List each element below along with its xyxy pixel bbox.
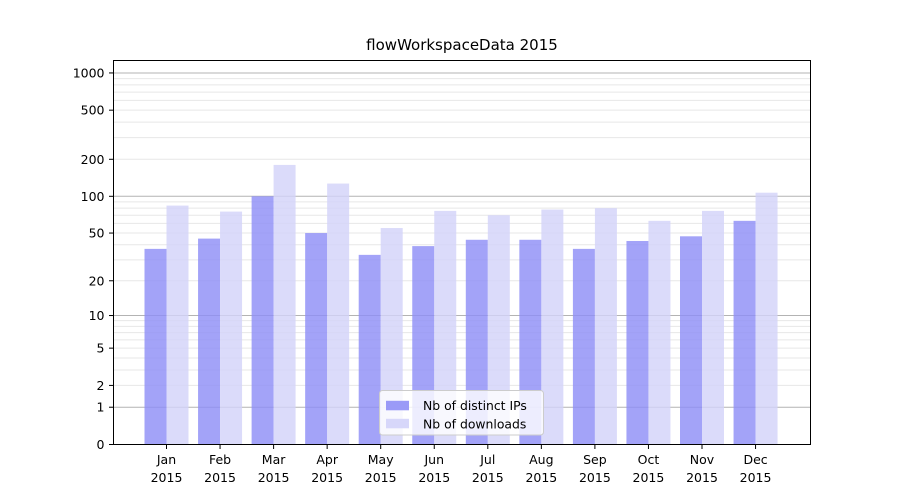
bar-downloads-mar: [273, 164, 296, 445]
bar-distinct-ips-apr: [305, 233, 328, 445]
y-tick-label: 5: [97, 341, 105, 356]
x-tick-label-month: Jun: [423, 452, 444, 467]
bar-distinct-ips-feb: [198, 238, 221, 445]
x-tick-label-year: 2015: [579, 470, 611, 485]
legend-swatch-1: [386, 418, 409, 429]
x-tick-label-year: 2015: [311, 470, 343, 485]
x-tick-label-month: Aug: [529, 452, 553, 467]
x-tick-label-year: 2015: [525, 470, 557, 485]
x-tick-label-year: 2015: [204, 470, 236, 485]
y-tick-label: 0: [97, 437, 105, 452]
plot-border: [113, 60, 811, 445]
x-tick-label-month: Oct: [638, 452, 660, 467]
x-tick-label-month: Feb: [209, 452, 231, 467]
y-tick-label: 50: [89, 226, 105, 241]
bar-downloads-dec: [755, 192, 778, 445]
bar-downloads-jun: [434, 210, 457, 445]
x-tick-label-month: Jan: [156, 452, 176, 467]
y-tick-label: 1000: [73, 65, 105, 80]
x-tick-label-month: Nov: [690, 452, 715, 467]
bar-downloads-jan: [166, 205, 189, 445]
x-tick-label-month: Jul: [479, 452, 495, 467]
y-tick-label: 10: [89, 308, 105, 323]
bar-downloads-nov: [702, 210, 724, 445]
legend-box: [379, 390, 544, 436]
legend-swatch-0: [386, 400, 409, 411]
x-tick-label-month: Mar: [262, 452, 286, 467]
x-tick-label-year: 2015: [365, 470, 397, 485]
y-tick-label: 20: [89, 273, 105, 288]
bar-distinct-ips-may: [358, 254, 381, 445]
x-tick-label-year: 2015: [472, 470, 504, 485]
x-tick-label-month: Dec: [743, 452, 767, 467]
bar-distinct-ips-nov: [680, 236, 702, 445]
y-tick-label: 500: [81, 103, 105, 118]
y-tick-label: 2: [97, 378, 105, 393]
y-tick-label: 200: [81, 152, 105, 167]
legend-label-1: Nb of downloads: [423, 417, 526, 432]
legend-label-0: Nb of distinct IPs: [423, 398, 527, 413]
x-tick-label-year: 2015: [258, 470, 290, 485]
x-tick-label-month: Apr: [316, 452, 338, 467]
bar-downloads-jul: [487, 215, 510, 445]
bar-distinct-ips-jan: [144, 248, 167, 445]
x-tick-label-year: 2015: [686, 470, 718, 485]
bar-distinct-ips-sep: [572, 248, 595, 445]
x-tick-label-month: Sep: [583, 452, 607, 467]
bar-distinct-ips-dec: [733, 220, 756, 445]
x-tick-label-year: 2015: [418, 470, 450, 485]
y-tick-label: 1: [97, 400, 105, 415]
y-tick-label: 100: [81, 189, 105, 204]
bar-downloads-oct: [648, 220, 671, 445]
x-tick-label-month: May: [368, 452, 394, 467]
bar-downloads-sep: [594, 208, 617, 445]
bar-downloads-apr: [327, 183, 350, 445]
x-tick-label-year: 2015: [633, 470, 665, 485]
bar-distinct-ips-mar: [251, 196, 274, 445]
bar-downloads-feb: [220, 211, 243, 445]
bar-downloads-aug: [541, 209, 564, 445]
x-tick-label-year: 2015: [740, 470, 772, 485]
bar-distinct-ips-oct: [626, 240, 649, 445]
chart-title: flowWorkspaceData 2015: [366, 36, 558, 54]
x-tick-label-year: 2015: [151, 470, 183, 485]
